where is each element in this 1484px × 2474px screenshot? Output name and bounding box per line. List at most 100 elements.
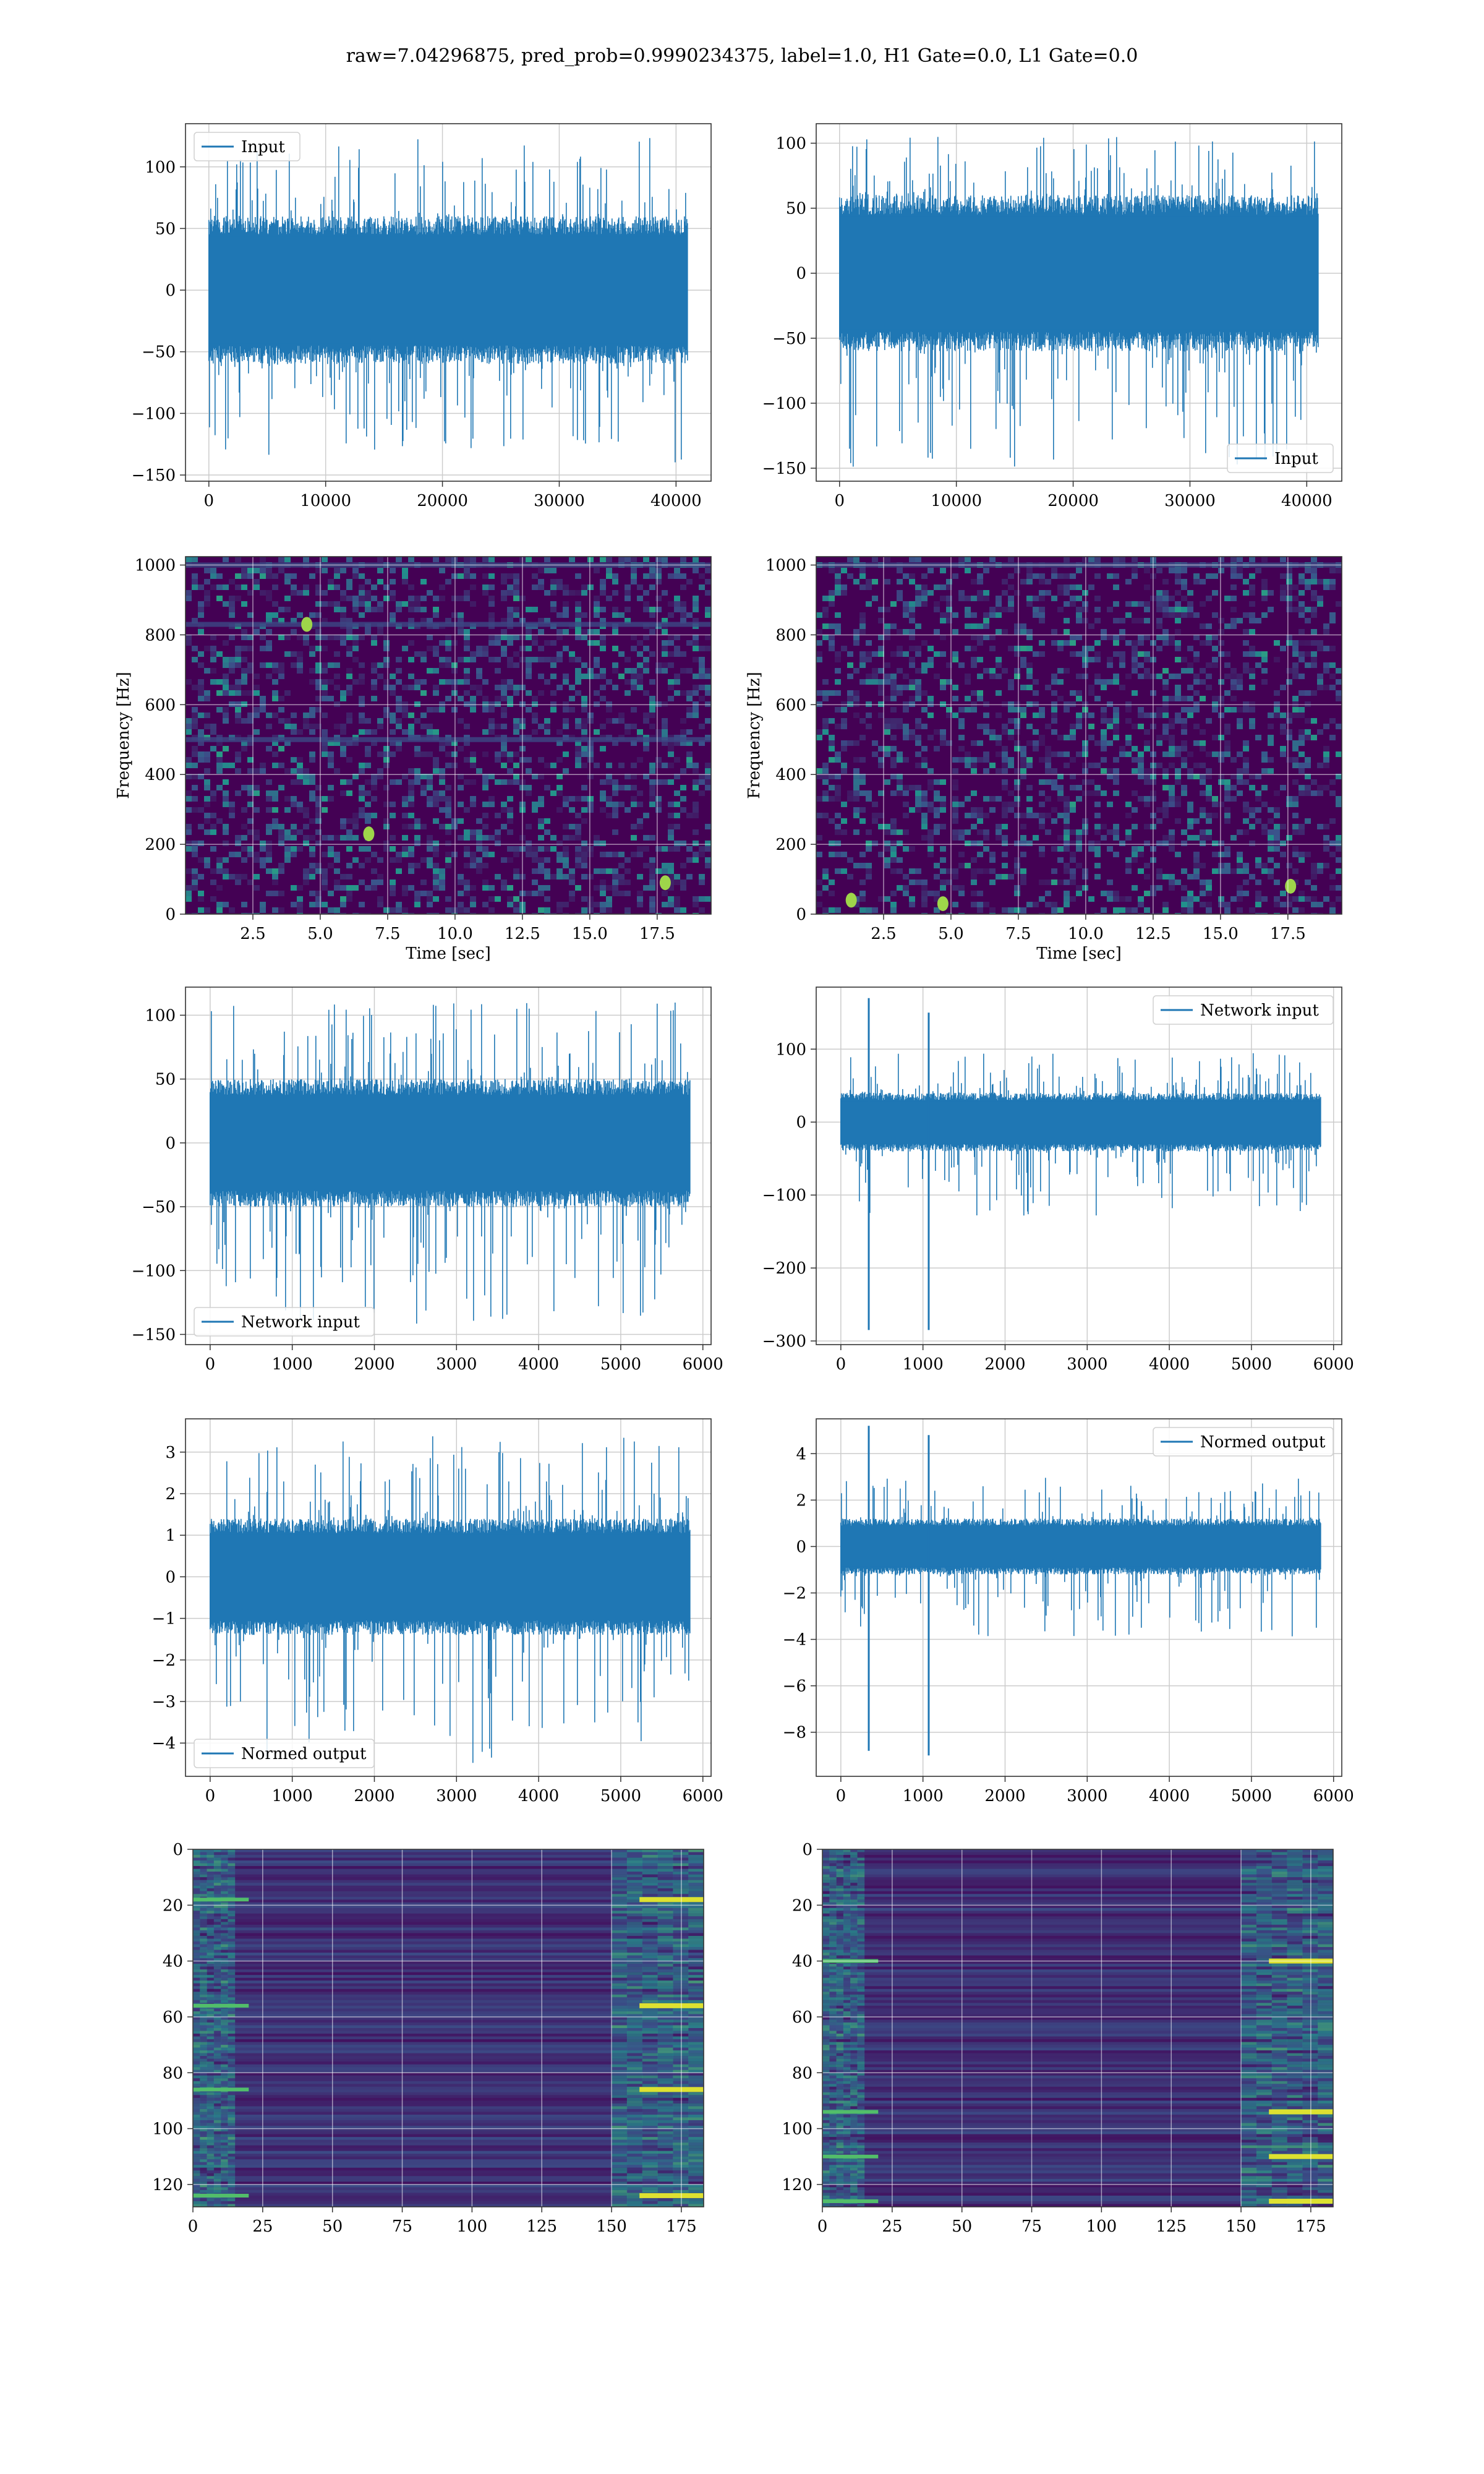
spectrogram-cell <box>940 868 946 874</box>
spectrogram-cell <box>1064 896 1070 902</box>
spectrogram-cell <box>829 852 835 857</box>
spectrogram-cell <box>693 768 699 774</box>
feature-row <box>193 1907 704 1911</box>
spectrogram-cell <box>1237 863 1243 868</box>
spectrogram-cell <box>649 768 655 774</box>
spectrogram-cell <box>625 657 631 662</box>
spectrogram-cell <box>544 868 550 874</box>
spectrogram-cell <box>1237 618 1243 623</box>
spectrogram-cell <box>859 735 866 740</box>
spectrogram-cell <box>897 785 903 790</box>
feature-edge-cell <box>642 1860 659 1864</box>
spectrogram-cell <box>853 757 859 763</box>
spectrogram-cell <box>1218 640 1224 646</box>
spectrogram-cell <box>1082 829 1088 835</box>
spectrogram-cell <box>699 874 705 880</box>
spectrogram-cell <box>1113 768 1119 774</box>
spectrogram-cell <box>266 824 272 829</box>
spectrogram-cell <box>297 807 303 813</box>
spectrogram-cell <box>1243 662 1249 668</box>
spectrogram-cell <box>841 763 847 768</box>
spectrogram-cell <box>649 651 655 657</box>
spectrogram-cell <box>1212 701 1218 707</box>
spectrogram-cell <box>507 779 513 785</box>
spectrogram-cell <box>192 846 198 852</box>
spectrogram-cell <box>1218 629 1224 635</box>
spectrogram-cell <box>631 740 637 746</box>
spectrogram-cell <box>1082 790 1088 796</box>
spectrogram-cell <box>223 841 229 846</box>
spectrogram-cell <box>1026 629 1033 635</box>
spectrogram-cell <box>1268 857 1274 863</box>
spectrogram-cell <box>581 913 587 914</box>
spectrogram-cell <box>210 568 216 573</box>
feature-edge-cell <box>612 1961 628 1964</box>
spectrogram-cell <box>1206 596 1212 601</box>
spectrogram-cell <box>890 696 897 701</box>
spectrogram-cell <box>346 685 352 690</box>
x-tick-label: 3000 <box>436 1787 477 1805</box>
spectrogram-cell <box>581 718 587 724</box>
spectrogram-cell <box>433 863 439 868</box>
feature-edge-cell <box>228 1935 236 1939</box>
spectrogram-cell <box>1156 874 1162 880</box>
spectrogram-cell <box>1261 824 1268 829</box>
feature-edge-cell <box>657 1888 673 1892</box>
spectrogram-cell <box>1064 863 1070 868</box>
spectrogram-cell <box>1064 835 1070 841</box>
spectrogram-cell <box>903 573 909 579</box>
spectrogram-cell <box>1255 662 1261 668</box>
spectrogram-cell <box>649 796 655 802</box>
spectrogram-cell <box>637 584 643 590</box>
spectrogram-cell <box>1008 729 1014 735</box>
feature-edge-cell <box>193 1977 200 1981</box>
spectrogram-cell <box>291 724 297 729</box>
spectrogram-cell <box>1057 590 1064 596</box>
spectrogram-cell <box>328 757 334 763</box>
spectrogram-cell <box>996 829 1002 835</box>
spectrogram-cell <box>1051 729 1057 735</box>
spectrogram-cell <box>396 746 402 751</box>
spectrogram-cell <box>235 690 241 696</box>
spectrogram-cell <box>192 785 198 790</box>
spectrogram-cell <box>1026 674 1033 679</box>
spectrogram-cell <box>1286 590 1292 596</box>
spectrogram-cell <box>1125 896 1132 902</box>
spectrogram-cell <box>1125 640 1132 646</box>
spectrogram-cell <box>396 696 402 701</box>
x-tick-label: 20000 <box>1047 492 1099 510</box>
spectrogram-cell <box>965 646 971 651</box>
spectrogram-cell <box>433 913 439 914</box>
spectrogram-cell <box>1094 874 1101 880</box>
spectrogram-cell <box>816 629 822 635</box>
spectrogram-cell <box>1280 902 1286 907</box>
spectrogram-cell <box>247 802 254 807</box>
feature-edge-cell <box>642 1922 659 1925</box>
spectrogram-cell <box>192 724 198 729</box>
spectrogram-cell <box>649 863 655 868</box>
feature-edge-cell <box>657 1966 673 1970</box>
feature-edge-cell <box>221 1855 228 1859</box>
spectrogram-cell <box>1008 874 1014 880</box>
spectrogram-cell <box>359 863 365 868</box>
spectrogram-cell <box>1274 835 1280 841</box>
spectrogram-cell <box>816 796 822 802</box>
feature-edge-cell <box>657 1860 673 1864</box>
spectrogram-cell <box>1286 640 1292 646</box>
feature-edge-cell <box>626 1964 643 1967</box>
spectrogram-cell <box>1323 824 1329 829</box>
spectrogram-cell <box>1298 612 1305 618</box>
spectrogram-cell <box>427 707 433 713</box>
spectrogram-cell <box>464 846 470 852</box>
spectrogram-cell <box>532 718 538 724</box>
spectrogram-cell <box>278 891 284 896</box>
spectrogram-cell <box>680 618 686 623</box>
spectrogram-cell <box>1311 896 1317 902</box>
spectrogram-cell <box>884 696 890 701</box>
spectrogram-cell <box>1323 785 1329 790</box>
spectrogram-cell <box>581 724 587 729</box>
spectrogram-cell <box>971 635 977 640</box>
spectrogram-cell <box>408 607 414 612</box>
spectrogram-cell <box>915 880 921 885</box>
spectrogram-cell <box>884 629 890 635</box>
